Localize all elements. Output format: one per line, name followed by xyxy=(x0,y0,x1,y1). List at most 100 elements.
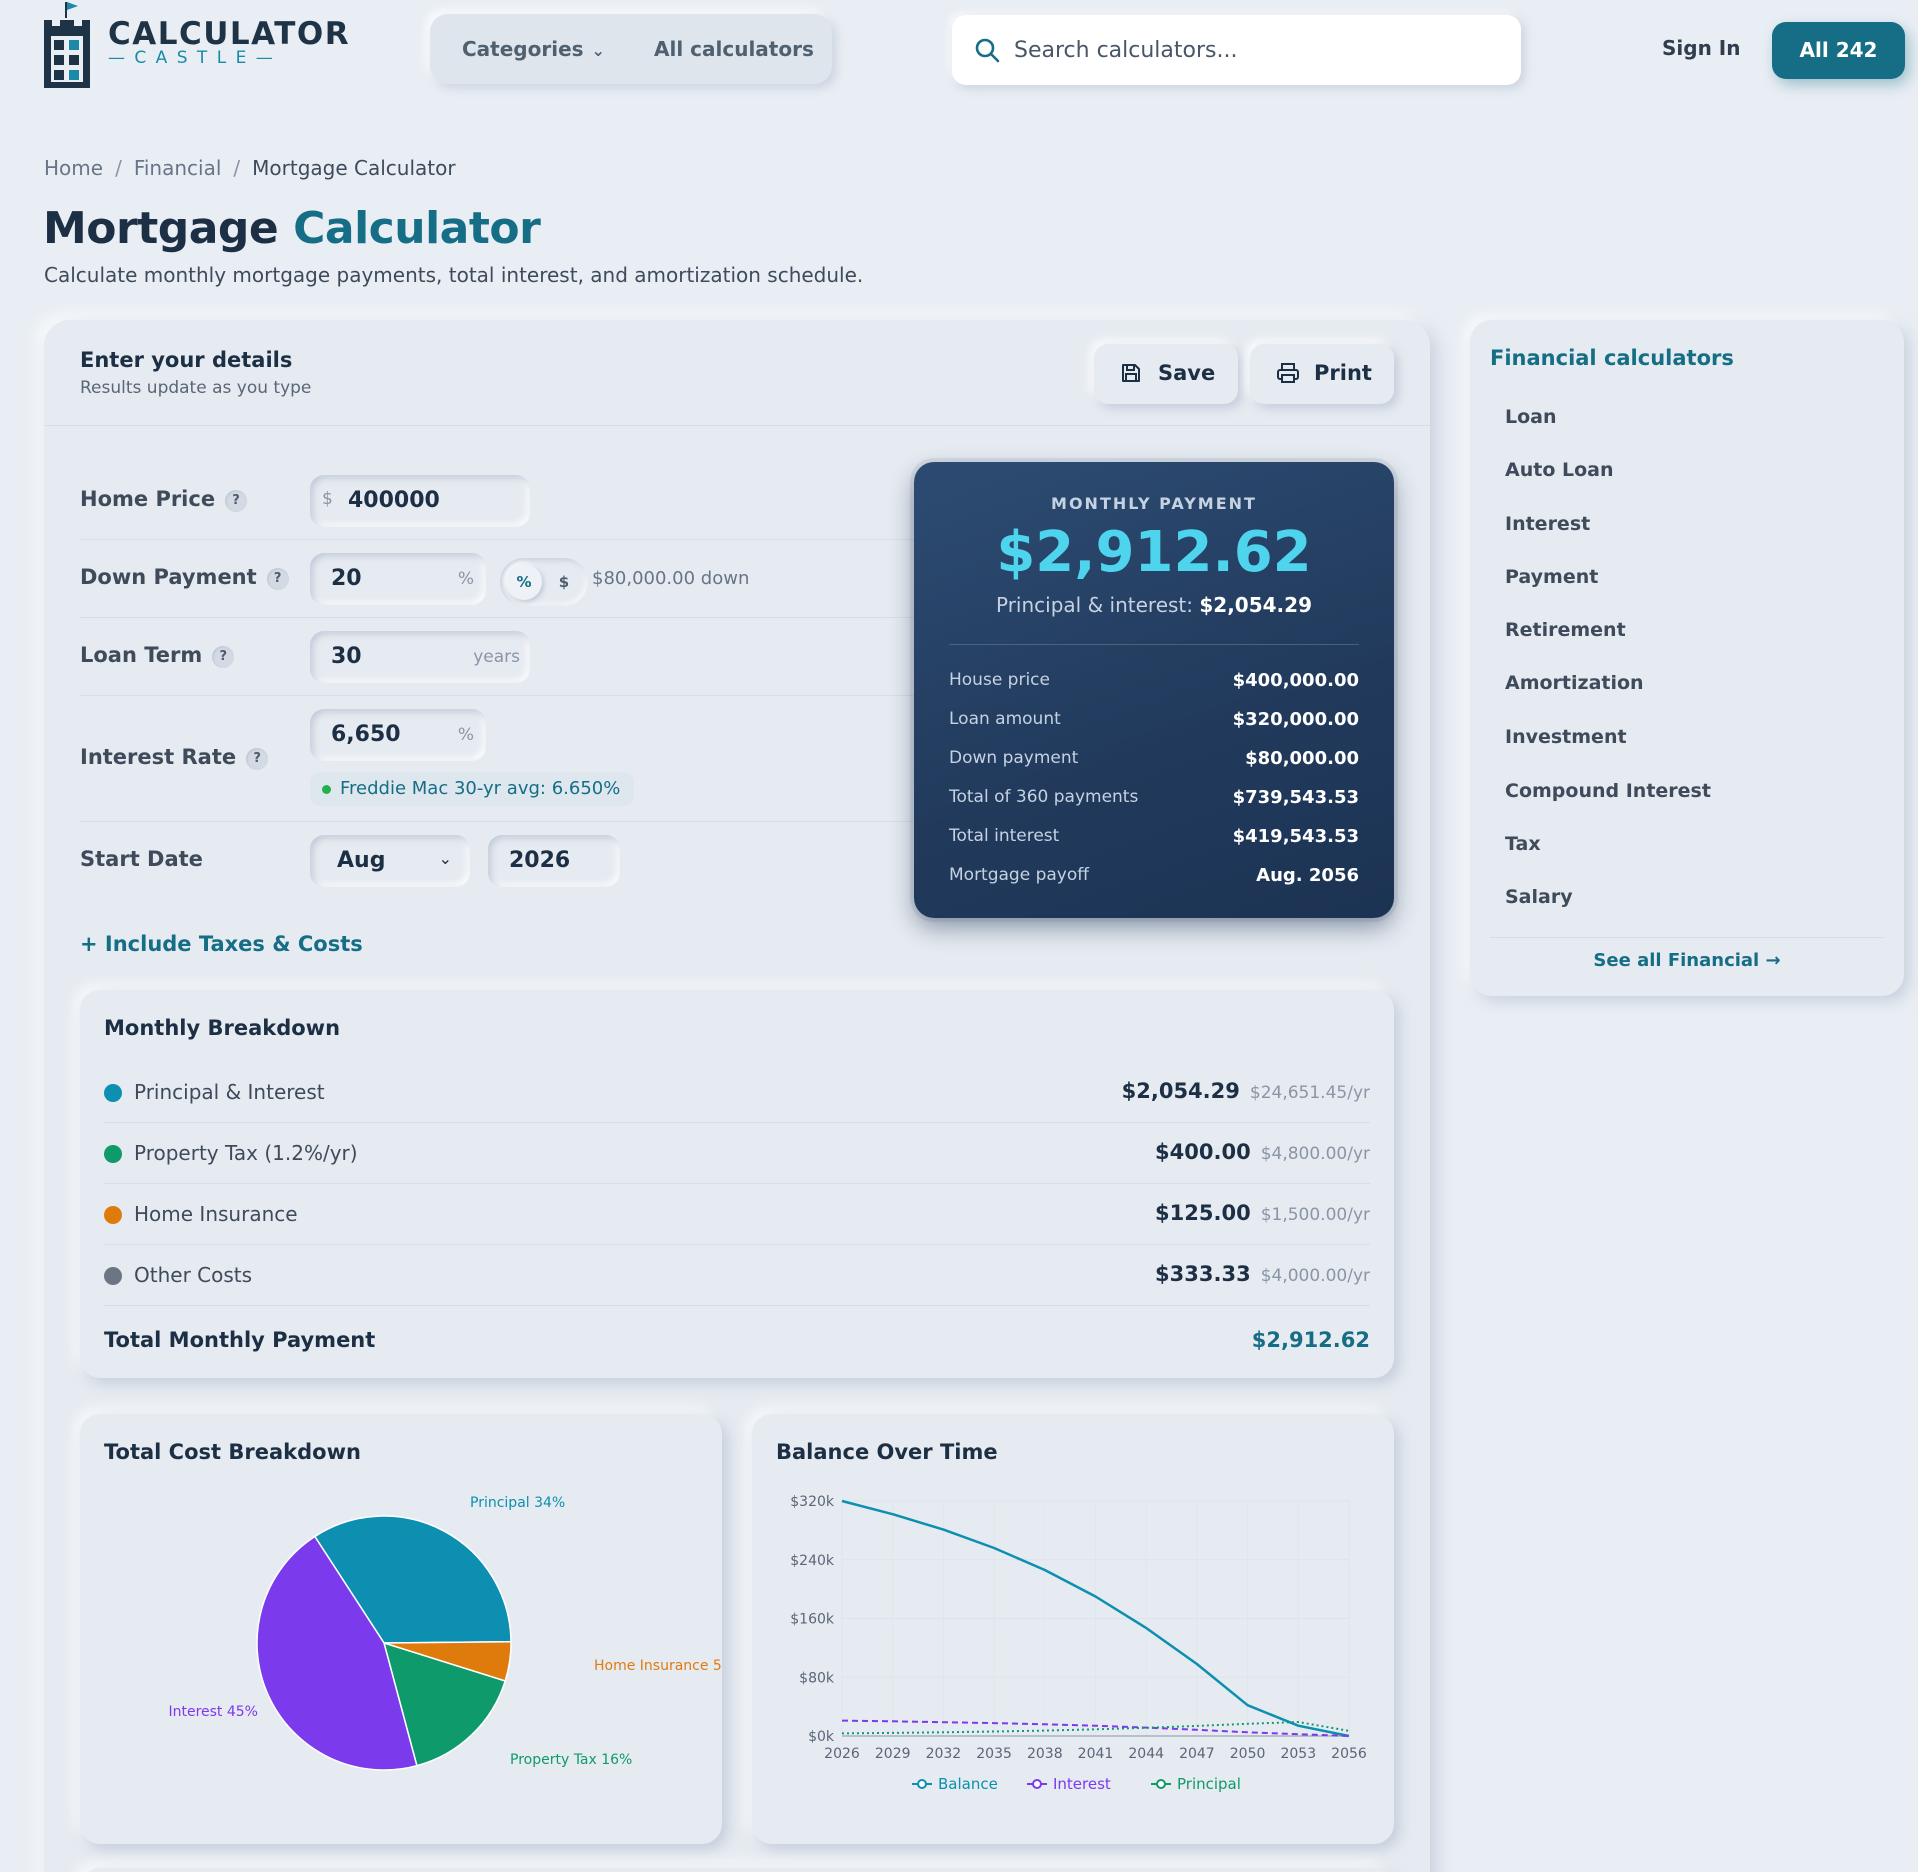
print-label: Print xyxy=(1314,361,1372,385)
row-divider xyxy=(80,617,924,618)
sidebar-item-amortization[interactable]: Amortization xyxy=(1505,672,1644,694)
site-logo[interactable]: CALCULATOR — C A S T L E — xyxy=(42,0,349,92)
monthly-payment-amount: $2,912.62 xyxy=(996,520,1312,585)
legend-label[interactable]: Balance xyxy=(938,1775,998,1793)
pie-slice[interactable] xyxy=(382,1641,507,1767)
all-calculators-button[interactable]: All 242 xyxy=(1772,22,1905,79)
legend-label[interactable]: Interest xyxy=(1053,1775,1111,1793)
result-row: House price $400,000.00 xyxy=(949,668,1359,694)
next-section-card xyxy=(80,1868,1394,1872)
legend-dot-icon xyxy=(104,1145,122,1163)
x-tick-label: 2038 xyxy=(1027,1746,1063,1762)
sidebar-item-investment[interactable]: Investment xyxy=(1505,726,1627,748)
breadcrumb-home[interactable]: Home xyxy=(44,156,104,180)
save-icon xyxy=(1122,364,1140,382)
pie-chart-title: Total Cost Breakdown xyxy=(104,1440,361,1464)
sidebar-item-loan[interactable]: Loan xyxy=(1505,406,1557,428)
x-tick-label: 2056 xyxy=(1331,1746,1367,1762)
x-tick-label: 2053 xyxy=(1280,1746,1316,1762)
down-payment-mode-toggle: % $ xyxy=(500,558,588,606)
help-icon[interactable]: ? xyxy=(266,568,289,590)
sidebar-item-compound-interest[interactable]: Compound Interest xyxy=(1505,780,1711,802)
start-month-select[interactable]: Aug ⌄ xyxy=(310,835,470,887)
page-title-main: Mortgage xyxy=(43,203,279,254)
help-icon[interactable]: ? xyxy=(212,646,235,668)
include-taxes-link[interactable]: + Include Taxes & Costs xyxy=(80,932,363,956)
breakdown-row: Home Insurance $125.00 $1,500.00/yr xyxy=(104,1184,1370,1245)
sidebar-item-tax[interactable]: Tax xyxy=(1505,833,1541,855)
dollar-toggle[interactable]: $ xyxy=(558,573,570,591)
yearly-amount: $24,651.45/yr xyxy=(1249,1083,1370,1103)
search-input[interactable] xyxy=(1014,29,1494,71)
sign-in-link[interactable]: Sign In xyxy=(1662,36,1741,60)
see-all-financial-link[interactable]: See all Financial → xyxy=(1593,950,1781,971)
percent-toggle[interactable]: % xyxy=(506,564,542,600)
site-header: CALCULATOR — C A S T L E — Categories ⌄ A… xyxy=(0,0,1918,100)
chevron-down-icon: ⌄ xyxy=(438,849,452,868)
home-price-input[interactable]: $ 400000 xyxy=(310,475,530,527)
loan-term-label-text: Loan Term xyxy=(80,643,203,667)
yearly-amount: $4,800.00/yr xyxy=(1260,1144,1370,1164)
monthly-breakdown-card: Monthly Breakdown Principal & Interest $2… xyxy=(80,990,1394,1378)
calculator-panel: Enter your details Results update as you… xyxy=(44,320,1430,1872)
row-divider xyxy=(80,695,924,696)
pi-label: Principal & interest: xyxy=(996,593,1194,617)
result-row-label: Mortgage payoff xyxy=(949,865,1089,885)
row-divider xyxy=(80,821,924,822)
form-title: Enter your details xyxy=(80,348,293,372)
x-tick-label: 2029 xyxy=(875,1746,911,1762)
monthly-amount: $333.33 xyxy=(1155,1262,1251,1286)
sidebar-item-salary[interactable]: Salary xyxy=(1505,886,1573,908)
x-tick-label: 2041 xyxy=(1078,1746,1114,1762)
status-dot-icon xyxy=(322,785,331,794)
sidebar: Financial calculators Loan Auto Loan Int… xyxy=(1470,320,1904,996)
rate-hint-chip[interactable]: Freddie Mac 30-yr avg: 6.650% xyxy=(310,772,635,806)
sidebar-item-auto-loan[interactable]: Auto Loan xyxy=(1505,459,1614,481)
down-payment-note: $80,000.00 down xyxy=(592,568,750,589)
breakdown-row: Principal & Interest $2,054.29 $24,651.45/… xyxy=(104,1062,1370,1123)
result-row-label: Total interest xyxy=(949,826,1060,846)
all-calculators-link[interactable]: All calculators xyxy=(654,37,814,61)
legend-marker-icon xyxy=(1156,1779,1166,1789)
y-tick-label: $0k xyxy=(808,1729,835,1745)
pie-slice-label: Principal 34% xyxy=(470,1495,565,1511)
loan-term-value: 30 xyxy=(331,644,362,669)
help-icon[interactable]: ? xyxy=(225,490,248,512)
search-icon xyxy=(975,38,1000,63)
years-suffix: years xyxy=(473,647,520,667)
result-row-value: $419,543.53 xyxy=(1232,826,1359,847)
interest-rate-label: Interest Rate? xyxy=(80,745,269,770)
sidebar-item-retirement[interactable]: Retirement xyxy=(1505,619,1626,641)
categories-menu[interactable]: Categories ⌄ xyxy=(462,37,605,61)
panel-header: Enter your details Results update as you… xyxy=(44,320,1430,426)
breadcrumb-current: Mortgage Calculator xyxy=(252,156,456,180)
sidebar-divider xyxy=(1490,937,1884,938)
down-payment-label: Down Payment? xyxy=(80,565,289,590)
loan-term-input[interactable]: 30 years xyxy=(310,631,530,683)
logo-subword: — C A S T L E — xyxy=(108,48,275,68)
down-payment-input[interactable]: 20 % xyxy=(310,553,486,605)
start-year-input[interactable]: 2026 xyxy=(488,835,620,887)
total-cost-chart-card: Total Cost Breakdown Principal 34% Home I… xyxy=(80,1414,722,1844)
legend-marker-icon xyxy=(1032,1779,1042,1789)
sidebar-item-interest[interactable]: Interest xyxy=(1505,513,1591,535)
pie-slice[interactable] xyxy=(256,1535,418,1771)
help-icon[interactable]: ? xyxy=(246,748,269,770)
result-row-value: $320,000.00 xyxy=(1232,709,1359,730)
breadcrumb-separator: / xyxy=(115,156,122,180)
interest-rate-input[interactable]: 6,650 % xyxy=(310,709,486,761)
row-divider xyxy=(80,539,924,540)
form-subtitle: Results update as you type xyxy=(80,378,312,398)
print-button[interactable]: Print xyxy=(1250,344,1394,404)
legend-label[interactable]: Principal xyxy=(1177,1775,1241,1793)
x-tick-label: 2032 xyxy=(926,1746,962,1762)
breakdown-row-amount: $125.00 $1,500.00/yr xyxy=(1155,1201,1370,1225)
start-month-value: Aug xyxy=(337,848,386,873)
breadcrumb-financial[interactable]: Financial xyxy=(133,156,222,180)
series-line-interest xyxy=(841,1719,1350,1737)
sidebar-item-payment[interactable]: Payment xyxy=(1505,566,1599,588)
start-year-value: 2026 xyxy=(509,848,571,873)
save-button[interactable]: Save xyxy=(1094,344,1238,404)
y-tick-label: $80k xyxy=(799,1670,835,1686)
balance-chart-card: Balance Over Time $0k $80k $160k $240k $320k… xyxy=(752,1414,1394,1844)
